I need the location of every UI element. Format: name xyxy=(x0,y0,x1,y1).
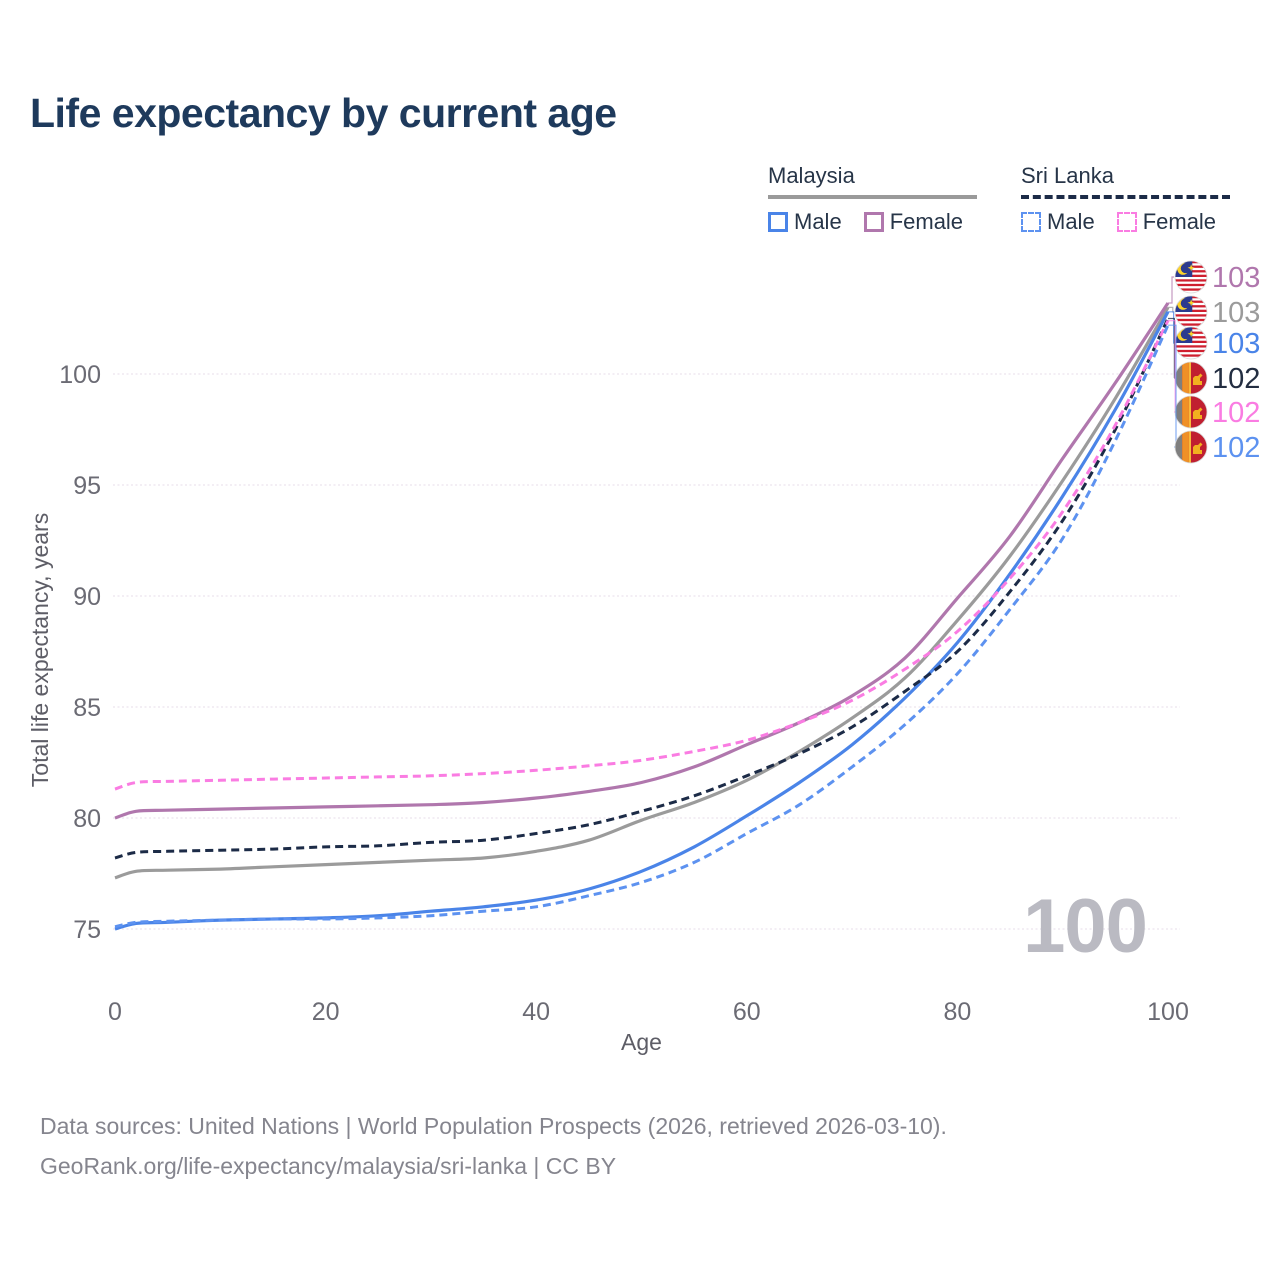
footer-sources: Data sources: United Nations | World Pop… xyxy=(40,1113,947,1139)
series-line-malaysia-male xyxy=(114,311,1170,931)
malaysia-flag-icon xyxy=(1175,261,1207,293)
legend-item-malaysia-male[interactable]: Male xyxy=(768,209,856,235)
srilanka-dashed-line-sample xyxy=(1021,195,1231,199)
y-tick-label-100: 100 xyxy=(59,361,101,389)
end-value-label-2: 103 xyxy=(1212,328,1260,360)
y-tick-label-80: 80 xyxy=(73,805,101,833)
end-label-group-malaysia-female: 103 xyxy=(1174,260,1260,294)
footer: Data sources: United Nations | World Pop… xyxy=(40,1106,947,1186)
x-tick-label-100: 100 xyxy=(1147,998,1189,1026)
watermark-100: 100 xyxy=(1023,884,1147,969)
y-tick-label-95: 95 xyxy=(73,472,101,500)
end-label-group-malaysia-male: 103 xyxy=(1174,326,1260,360)
series-line-sri-lanka-all xyxy=(114,317,1170,860)
chart-svg: 75 80 85 90 95 100 0 20 40 60 80 100 Age Total life e… xyxy=(27,260,1260,1055)
srilanka-male-swatch-icon xyxy=(1021,212,1041,232)
lion-glyph xyxy=(1193,373,1203,385)
page-title: Life expectancy by current age xyxy=(30,90,617,136)
legend-label-malaysia-female: Female xyxy=(889,209,964,234)
series-line-malaysia-all xyxy=(114,306,1170,880)
end-leader-0 xyxy=(1168,276,1174,304)
y-tick-label-85: 85 xyxy=(73,694,101,722)
legend-item-srilanka-female[interactable]: Female xyxy=(1116,209,1230,235)
x-axis-title: Age xyxy=(621,1029,662,1055)
chart-area: 75 80 85 90 95 100 0 20 40 60 80 100 Age Total life e… xyxy=(0,250,1280,1070)
y-axis-title: Total life expectancy, years xyxy=(27,513,53,787)
end-label-group-malaysia-all: 103 xyxy=(1174,295,1260,329)
legend-country-malaysia[interactable]: Malaysia xyxy=(768,163,855,188)
legend-item-srilanka-male[interactable]: Male xyxy=(1021,209,1109,235)
malaysia-solid-line-sample xyxy=(768,195,978,199)
srilanka-female-swatch-icon xyxy=(1116,212,1137,232)
x-tick-label-60: 60 xyxy=(733,998,761,1026)
end-value-label-4: 102 xyxy=(1212,397,1260,429)
end-value-label-1: 103 xyxy=(1212,297,1260,329)
lion-glyph xyxy=(1193,407,1203,419)
legend-group-malaysia: Malaysia Male Female xyxy=(768,163,978,235)
y-tick-label-90: 90 xyxy=(73,583,101,611)
end-leader-4 xyxy=(1168,320,1176,413)
sri-lanka-flag-icon xyxy=(1175,431,1207,463)
end-label-group-sri-lanka-all: 102 xyxy=(1174,361,1260,395)
footer-attribution: GeoRank.org/life-expectancy/malaysia/sri… xyxy=(40,1153,617,1179)
x-tick-label-40: 40 xyxy=(522,998,550,1026)
sri-lanka-flag-icon xyxy=(1175,362,1207,394)
legend-label-malaysia-male: Male xyxy=(794,209,842,234)
x-tick-label-20: 20 xyxy=(312,998,340,1026)
y-tick-label-75: 75 xyxy=(73,916,101,944)
end-value-label-5: 102 xyxy=(1212,432,1260,464)
legend-item-malaysia-female[interactable]: Female xyxy=(863,209,977,235)
legend-country-srilanka[interactable]: Sri Lanka xyxy=(1021,163,1114,188)
end-label-group-sri-lanka-female: 102 xyxy=(1174,395,1260,429)
legend-label-srilanka-male: Male xyxy=(1047,209,1095,234)
end-label-group-sri-lanka-male: 102 xyxy=(1174,430,1260,464)
end-leader-3 xyxy=(1168,317,1175,379)
end-value-label-3: 102 xyxy=(1212,363,1260,395)
malaysia-flag-icon xyxy=(1175,296,1207,328)
legend-label-srilanka-female: Female xyxy=(1142,209,1217,234)
malaysia-male-swatch-icon xyxy=(768,212,788,232)
sri-lanka-flag-icon xyxy=(1175,396,1207,428)
legend-group-srilanka: Sri Lanka Male Female xyxy=(1021,163,1231,235)
series-line-malaysia-female xyxy=(114,302,1170,820)
x-tick-label-0: 0 xyxy=(108,998,122,1026)
end-leader-2 xyxy=(1168,311,1175,344)
series-line-sri-lanka-male xyxy=(114,324,1170,929)
end-value-label-0: 103 xyxy=(1212,262,1260,294)
x-tick-label-80: 80 xyxy=(943,998,971,1026)
malaysia-female-swatch-icon xyxy=(863,212,884,232)
series-line-sri-lanka-female xyxy=(114,320,1170,791)
lion-glyph xyxy=(1193,442,1203,454)
